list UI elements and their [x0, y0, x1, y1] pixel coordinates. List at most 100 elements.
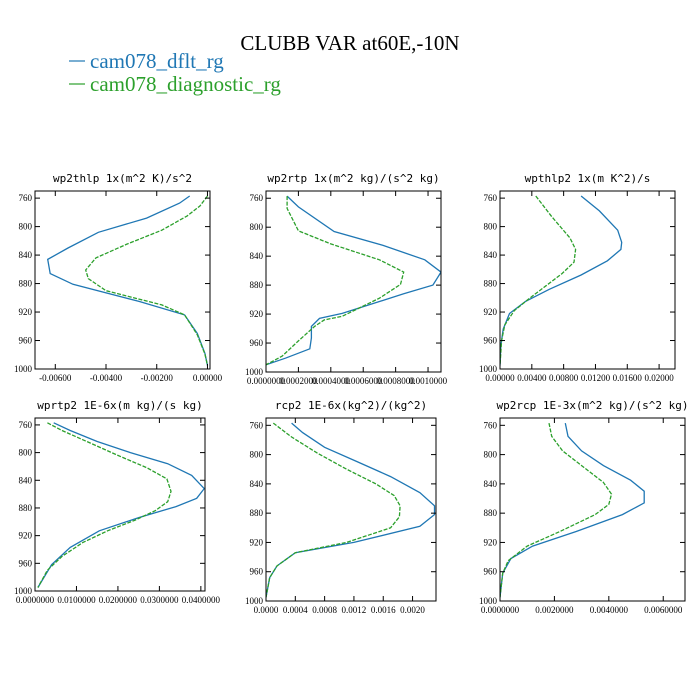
figure-title: CLUBB VAR at60E,-10N	[240, 31, 459, 55]
series-line-wp2thlp-dflt	[46, 195, 209, 366]
y-tick-label: 800	[250, 222, 264, 232]
series-line-wpthlp2-dflt	[500, 195, 623, 366]
plot-frame-wp2rcp	[499, 417, 686, 602]
series-line-wpthlp2-diagnostic	[500, 195, 577, 366]
x-tick-label: 0.00800	[549, 373, 579, 383]
y-tick-label: 840	[250, 251, 264, 261]
series-line-wp2rtp-diagnostic	[266, 196, 405, 366]
x-tick-label: 0.01200	[581, 373, 611, 383]
y-tick-label: 920	[19, 307, 33, 317]
x-tick-label: 0.01600	[613, 373, 643, 383]
panel-wprtp2: wprtp2 1E-6x(m kg)/(s kg) 760 800 840 880 920…	[14, 399, 220, 605]
y-tick-label: 920	[250, 537, 264, 547]
y-tick-label: 840	[250, 479, 264, 489]
panel-title-wp2thlp: wp2thlp 1x(m^2 K)/s^2	[53, 172, 192, 185]
panel-wp2thlp: wp2thlp 1x(m^2 K)/s^2 760 800 840 880 920 960 1…	[14, 172, 223, 383]
x-tick-label: 0.0000	[254, 605, 279, 615]
y-tick-label: 880	[250, 280, 264, 290]
x-tick-label: 0.0008000	[377, 376, 416, 386]
x-tick-label: 0.0000000	[481, 605, 520, 615]
series-line-wp2thlp-diagnostic	[84, 195, 209, 366]
y-tick-label: 800	[19, 222, 33, 232]
x-tick-label: 0.0060000	[644, 605, 683, 615]
y-tick-label: 920	[250, 309, 264, 319]
x-tick-label: 0.0020	[400, 605, 425, 615]
x-tick-label: 0.0300000	[140, 595, 179, 605]
x-tick-label: 0.0008	[312, 605, 337, 615]
x-tick-label: 0.02000	[644, 373, 674, 383]
legend: cam078_dflt_rg cam078_diagnostic_rg	[69, 49, 281, 96]
series-line-wp2rcp-diagnostic	[500, 422, 613, 598]
x-tick-label: 0.0004	[283, 605, 308, 615]
x-tick-label: 0.0040000	[590, 605, 629, 615]
plot-frame-wp2thlp	[34, 190, 211, 370]
y-tick-label: 880	[484, 508, 498, 518]
panel-title-rcp2: rcp2 1E-6x(kg^2)/(kg^2)	[275, 399, 427, 412]
y-tick-label: 800	[250, 450, 264, 460]
y-tick-label: 800	[484, 222, 498, 232]
x-tick-label: 0.00000	[193, 373, 223, 383]
panel-title-wp2rtp: wp2rtp 1x(m^2 kg)/(s^2 kg)	[267, 172, 439, 185]
x-tick-label: -0.00200	[141, 373, 174, 383]
y-tick-label: 960	[484, 336, 498, 346]
y-tick-label: 1000	[14, 586, 33, 596]
y-tick-label: 760	[19, 193, 33, 203]
x-tick-label: 0.00000	[485, 373, 515, 383]
y-tick-label: 920	[484, 537, 498, 547]
panels: wp2thlp 1x(m^2 K)/s^2 760 800 840 880 920 960 1…	[14, 172, 689, 615]
y-tick-label: 880	[19, 503, 33, 513]
y-tick-label: 760	[484, 420, 498, 430]
x-tick-label: 0.00400	[517, 373, 547, 383]
y-tick-label: 1000	[479, 364, 498, 374]
plot-frame-wp2rtp	[265, 190, 442, 373]
plot-frame-rcp2	[265, 417, 437, 602]
y-tick-label: 1000	[14, 364, 33, 374]
x-tick-label: 0.0020000	[535, 605, 574, 615]
x-tick-label: 0.0000000	[16, 595, 55, 605]
y-tick-label: 760	[484, 193, 498, 203]
x-tick-label: 0.0006000	[344, 376, 383, 386]
legend-label-diagnostic: cam078_diagnostic_rg	[90, 72, 281, 96]
y-tick-label: 960	[250, 567, 264, 577]
series-line-wprtp2-diagnostic	[37, 422, 172, 588]
x-tick-label: 0.0200000	[99, 595, 138, 605]
panel-rcp2: rcp2 1E-6x(kg^2)/(kg^2) 760 800 840 880 920 96…	[245, 399, 437, 615]
y-tick-label: 760	[250, 193, 264, 203]
panel-title-wpthlp2: wpthlp2 1x(m K^2)/s	[525, 172, 651, 185]
series-line-wprtp2-dflt	[37, 422, 205, 588]
plot-frame-wpthlp2	[499, 190, 676, 370]
y-tick-label: 1000	[479, 596, 498, 606]
y-tick-label: 840	[484, 479, 498, 489]
panel-title-wprtp2: wprtp2 1E-6x(m kg)/(s kg)	[37, 399, 203, 412]
x-tick-label: 0.0012	[342, 605, 367, 615]
y-tick-label: 760	[250, 420, 264, 430]
y-tick-label: 1000	[245, 596, 264, 606]
y-tick-label: 920	[484, 307, 498, 317]
y-tick-label: 840	[19, 250, 33, 260]
legend-label-dflt: cam078_dflt_rg	[90, 49, 224, 73]
x-tick-label: -0.00400	[90, 373, 123, 383]
x-tick-label: -0.00600	[39, 373, 72, 383]
x-tick-label: 0.0002000	[279, 376, 318, 386]
series-line-rcp2-diagnostic	[266, 422, 401, 598]
plot-frame-wprtp2	[34, 417, 206, 592]
series-line-wp2rtp-dflt	[266, 195, 441, 366]
y-tick-label: 840	[484, 250, 498, 260]
y-tick-label: 920	[19, 531, 33, 541]
x-tick-label: 0.0100000	[57, 595, 96, 605]
y-tick-label: 880	[250, 508, 264, 518]
series-line-wp2rcp-dflt	[500, 422, 645, 598]
y-tick-label: 1000	[245, 367, 264, 377]
panel-wpthlp2: wpthlp2 1x(m K^2)/s 760 800 840 880 920 960 100…	[479, 172, 676, 383]
y-tick-label: 960	[250, 338, 264, 348]
x-tick-label: 0.0004000	[312, 376, 351, 386]
panel-title-wp2rcp: wp2rcp 1E-3x(m^2 kg)/(s^2 kg)	[496, 399, 688, 412]
x-tick-label: 0.0010000	[409, 376, 448, 386]
y-tick-label: 880	[484, 279, 498, 289]
series-line-rcp2-dflt	[266, 422, 436, 598]
y-tick-label: 840	[19, 475, 33, 485]
y-tick-label: 960	[19, 558, 33, 568]
x-tick-label: 0.0016	[371, 605, 396, 615]
x-tick-label: 0.0400000	[182, 595, 221, 605]
y-tick-label: 960	[484, 567, 498, 577]
